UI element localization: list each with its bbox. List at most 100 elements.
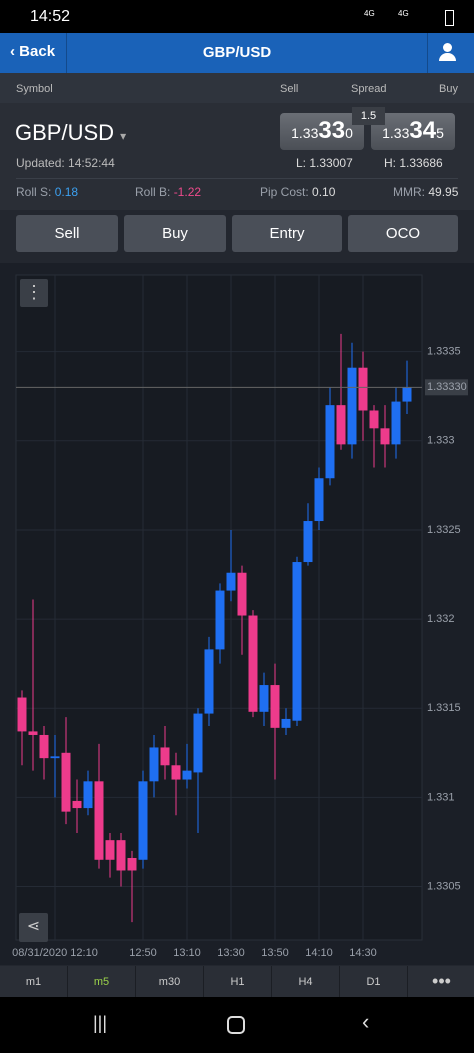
updated: Updated: 14:52:44 [16,156,115,170]
roll-s: Roll S: 0.18 [16,185,78,199]
battery [445,10,454,26]
candle-body [336,405,346,445]
divider [427,33,428,73]
candle-body [380,428,390,445]
timeframe-tab[interactable]: H1 [204,966,272,997]
roll-s-label: Roll S: [16,185,52,199]
header-symbol: Symbol [16,83,53,95]
candle-body [127,857,137,871]
symbol[interactable]: GBP/USD ▾ [15,120,127,145]
high-label: H: [384,156,396,170]
candle-body [116,840,126,871]
timeframe-tab[interactable]: m5 [68,966,136,997]
timeframe-tab[interactable]: m1 [0,966,68,997]
candle-body [402,387,412,402]
y-tick-label: 1.3335 [427,346,461,358]
price-fraction: 0 [345,125,353,141]
divider [66,33,67,73]
home-button[interactable] [227,1016,245,1034]
candle-body [369,410,379,429]
candle-body [204,649,214,714]
candle-body [83,781,93,809]
candle-body [149,747,159,782]
candle-body [358,367,368,411]
candle-body [171,765,181,780]
candle-body [39,734,49,759]
low-value: 1.33007 [309,156,353,170]
chart-menu[interactable]: ⋮ [20,279,48,307]
candle-body [182,770,192,780]
account-icon [439,53,456,61]
account-button[interactable] [443,43,452,52]
nav-bar: ‹ Back GBP/USD [0,33,474,73]
timeframe-tab[interactable]: H4 [272,966,340,997]
timeframe-tab[interactable]: D1 [340,966,408,997]
candle-body [160,747,170,766]
price-fraction: 5 [436,125,444,141]
share-button[interactable]: ⋖ [19,913,48,942]
price-big: 1.33 [291,125,319,141]
roll-b-label: Roll B: [135,185,171,199]
price-big: 1.33 [382,125,410,141]
x-tick-label: 13:10 [173,947,201,959]
symbol-label: GBP/USD [15,120,115,145]
candle-body [314,478,324,522]
candle-body [303,521,313,563]
back-button[interactable]: ‹ Back [10,43,56,60]
candle-body [17,697,27,732]
pip-cost: Pip Cost: 0.10 [260,185,335,199]
x-tick-label: 13:50 [261,947,289,959]
more-button[interactable]: ••• [408,966,474,997]
candle-body [105,840,115,860]
sell-price[interactable]: 1.33 33 0 [280,113,364,150]
network: 4G [398,9,409,18]
header-buy: Buy [439,83,458,95]
x-tick-label: 08/31/2020 12:10 [12,947,98,959]
roll-b-value: -1.22 [173,185,202,199]
updated-label: Updated: [16,156,65,170]
candle-body [50,756,60,759]
current-price-box [425,379,468,396]
network: 4G [364,9,375,18]
buy-price[interactable]: 1.33 34 5 [371,113,455,150]
sell-button[interactable]: Sell [16,215,118,252]
high: H: 1.33686 [384,156,443,170]
price-pips: 34 [409,117,437,144]
system-nav: ||| ‹ [0,997,474,1053]
chart: 1.3305 1.331 1.3315 1.332 1.3325 1.333 1.3335 0… [0,263,474,965]
candle-body [72,800,82,809]
candle-body [138,781,148,860]
x-tick-label: 12:50 [129,947,157,959]
y-tick-label: 1.331 [427,791,455,803]
y-tick-label: 1.3315 [427,702,461,714]
header-sell: Sell [280,83,299,95]
recents-button[interactable]: ||| [93,1013,108,1033]
mmr-value: 49.95 [428,185,459,199]
back-label: Back [19,43,56,60]
candle-body [94,781,104,860]
oco-button[interactable]: OCO [348,215,458,252]
x-tick-label: 13:30 [217,947,245,959]
entry-button[interactable]: Entry [232,215,342,252]
candle-body [270,685,280,728]
roll-b: Roll B: -1.22 [135,185,201,199]
divider [16,178,458,179]
candle-body [193,713,203,773]
buy-button[interactable]: Buy [124,215,226,252]
status-bar: 14:52 4G 4G [0,0,474,33]
clock: 14:52 [30,8,71,25]
pip-cost-value: 0.10 [312,185,336,199]
x-tick-label: 14:10 [305,947,333,959]
y-tick-label: 1.3305 [427,880,461,892]
roll-s-value: 0.18 [54,185,79,199]
timeframe-tab[interactable]: m30 [136,966,204,997]
candle-body [226,572,236,591]
spread-badge: 1.5 [352,107,385,125]
header-row: Symbol Sell Spread Buy [0,73,474,103]
updated-value: 14:52:44 [68,156,115,170]
low-label: L: [296,156,307,170]
back-nav-button[interactable]: ‹ [362,1009,370,1034]
candle-body [281,718,291,728]
candle-body [237,572,247,616]
